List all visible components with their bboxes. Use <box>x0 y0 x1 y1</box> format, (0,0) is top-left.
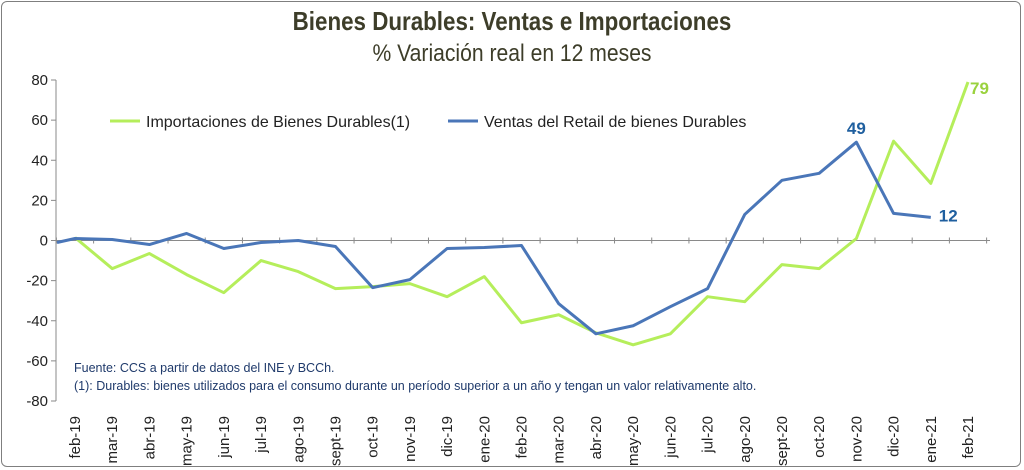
series-line-importaciones <box>74 81 970 347</box>
x-tick-label: mar-20 <box>551 416 568 464</box>
x-tick-label: oct-20 <box>811 416 828 458</box>
y-tick-label: 80 <box>31 72 48 89</box>
axes <box>51 79 990 402</box>
x-tick-label: dic-20 <box>886 416 903 457</box>
x-tick-label: nov-20 <box>848 416 865 462</box>
y-tick-label: -40 <box>26 313 48 330</box>
x-tick-label: feb-19 <box>67 416 84 459</box>
x-tick-label: feb-20 <box>514 416 531 459</box>
x-tick-label: dic-19 <box>439 416 456 457</box>
x-tick-label: jun-19 <box>216 416 233 459</box>
y-tick-label: -20 <box>26 273 48 290</box>
x-tick-label: ago-20 <box>737 416 754 463</box>
x-tick-label: may-19 <box>179 416 196 466</box>
x-tick-label: ene-21 <box>923 416 940 463</box>
series-lines <box>56 81 970 347</box>
y-tick-label: -60 <box>26 353 48 370</box>
source-note: Fuente: CCS a partir de datos del INE y … <box>74 361 335 375</box>
data-labels: 79 49 12 <box>847 79 989 225</box>
x-axis-labels: feb-19 mar-19 abr-19 may-19 jun-19 jul-19 ago-… <box>67 416 977 466</box>
y-tick-label: 40 <box>31 152 48 169</box>
data-label-importaciones-end: 79 <box>970 79 989 98</box>
legend-label-importaciones: Importaciones de Bienes Durables(1) <box>146 114 410 131</box>
x-tick-label: jun-20 <box>662 416 679 459</box>
data-label-ventas-end: 12 <box>939 206 958 225</box>
series-line-ventas <box>56 140 931 336</box>
x-tick-label: jul-19 <box>253 416 270 454</box>
chart-title: Bienes Durables: Ventas e Importaciones <box>292 6 732 36</box>
x-tick-label: oct-19 <box>365 416 382 458</box>
x-tick-label: mar-19 <box>104 416 121 464</box>
y-tick-label: -80 <box>26 393 48 410</box>
x-tick-label: ago-19 <box>290 416 307 463</box>
chart-subtitle: % Variación real en 12 meses <box>372 40 652 67</box>
x-tick-label: jul-20 <box>700 416 717 454</box>
x-tick-label: feb-21 <box>960 416 977 459</box>
y-tick-label: 20 <box>31 192 48 209</box>
legend: Importaciones de Bienes Durables(1) Vent… <box>110 114 746 131</box>
y-axis-labels: 80 60 40 20 0 -20 -40 -60 -80 <box>26 72 48 410</box>
y-tick-label: 60 <box>31 112 48 129</box>
footnote: (1): Durables: bienes utilizados para el… <box>74 379 756 393</box>
x-tick-label: abr-19 <box>141 416 158 459</box>
legend-label-ventas: Ventas del Retail de bienes Durables <box>484 114 746 131</box>
y-tick-label: 0 <box>40 233 48 250</box>
x-tick-label: ene-20 <box>476 416 493 463</box>
x-tick-label: sept-20 <box>774 416 791 466</box>
data-label-ventas-peak: 49 <box>847 119 866 138</box>
x-tick-label: sept-19 <box>327 416 344 466</box>
notes: Fuente: CCS a partir de datos del INE y … <box>74 361 756 393</box>
x-tick-label: abr-20 <box>588 416 605 459</box>
x-tick-label: nov-19 <box>402 416 419 462</box>
x-tick-label: may-20 <box>625 416 642 466</box>
